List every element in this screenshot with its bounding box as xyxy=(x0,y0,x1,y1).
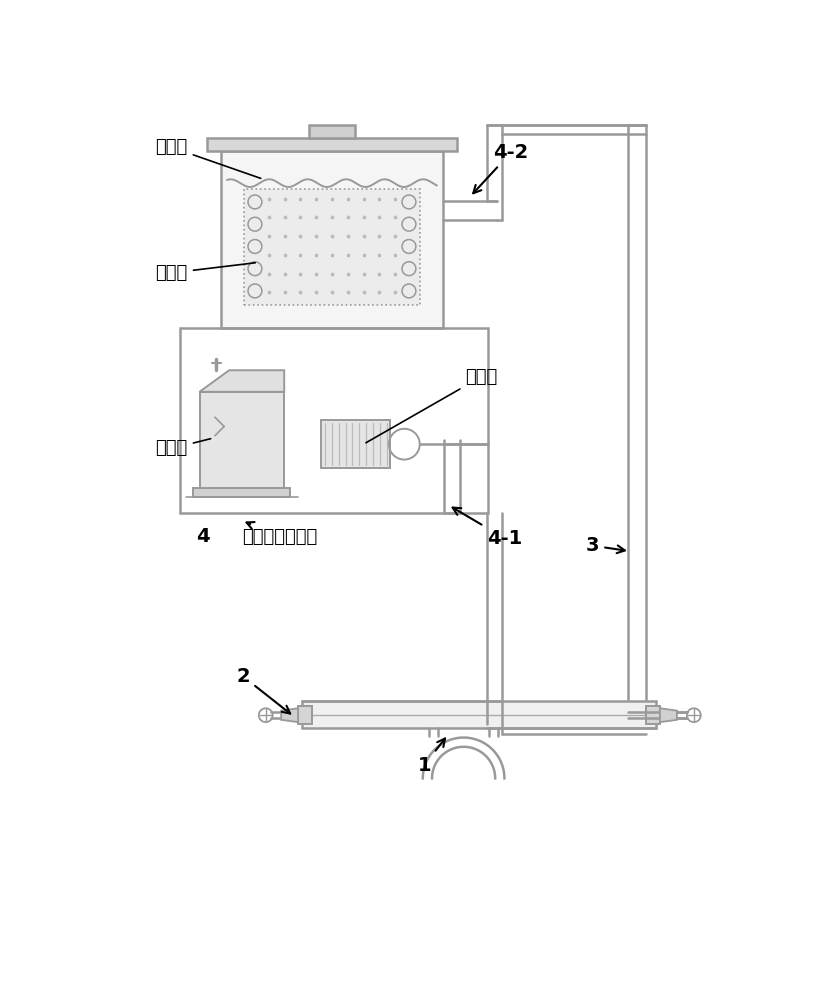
Text: 1: 1 xyxy=(417,738,445,775)
Bar xyxy=(298,706,312,724)
Polygon shape xyxy=(281,708,298,722)
Bar xyxy=(302,701,656,728)
Bar xyxy=(244,189,420,305)
Text: 2: 2 xyxy=(237,667,290,714)
Text: 3: 3 xyxy=(586,536,625,555)
Text: 4-2: 4-2 xyxy=(473,143,528,193)
Polygon shape xyxy=(660,708,677,722)
Bar xyxy=(207,138,457,151)
Bar xyxy=(193,488,291,497)
Text: 循环泵: 循环泵 xyxy=(366,368,497,443)
Bar xyxy=(221,151,443,328)
Polygon shape xyxy=(200,370,284,392)
Text: 蒸发器: 蒸发器 xyxy=(155,263,255,282)
Bar xyxy=(646,706,660,724)
Text: 载冷剂: 载冷剂 xyxy=(155,138,260,178)
Bar xyxy=(200,392,284,488)
Text: 低温冷却循环仪: 低温冷却循环仪 xyxy=(242,522,318,546)
Text: 4: 4 xyxy=(196,527,209,546)
Bar xyxy=(309,125,355,138)
Bar xyxy=(321,420,391,468)
Text: 4-1: 4-1 xyxy=(453,508,522,548)
Text: 压缩机: 压缩机 xyxy=(155,439,211,457)
Bar xyxy=(181,328,488,513)
